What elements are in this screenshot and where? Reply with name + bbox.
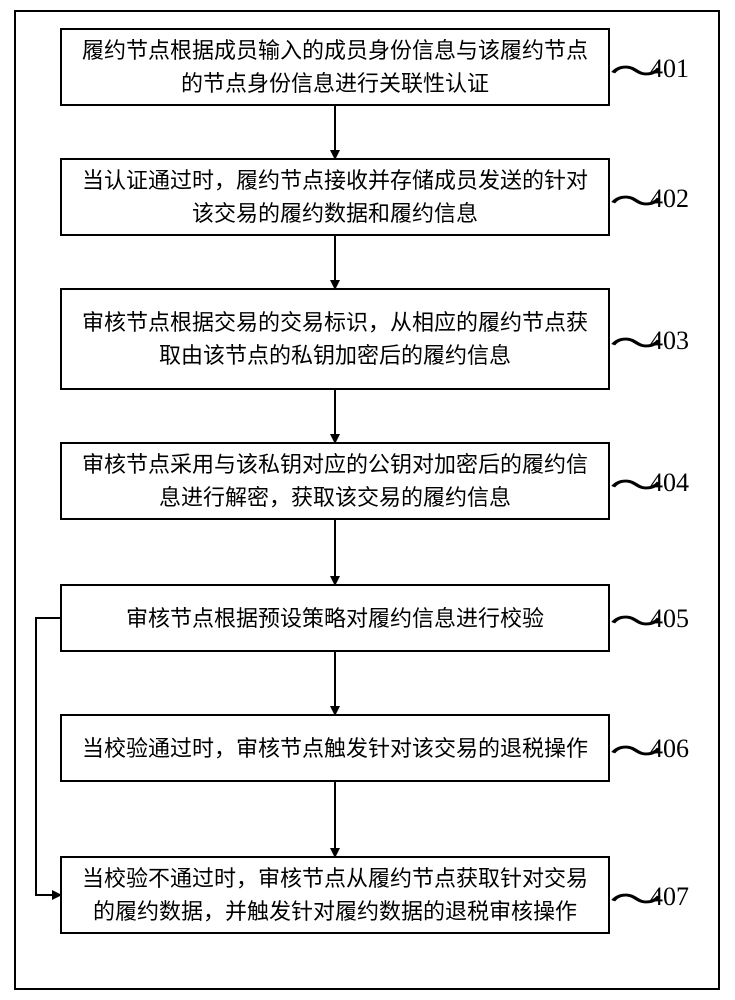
flowchart-node: 当校验通过时，审核节点触发针对该交易的退税操作	[60, 714, 610, 782]
flowchart-node-label: 402	[650, 184, 689, 214]
flowchart-node-text: 当认证通过时，履约节点接收并存储成员发送的针对该交易的履约数据和履约信息	[80, 164, 590, 230]
flowchart-node-label: 404	[650, 468, 689, 498]
flowchart-node: 履约节点根据成员输入的成员身份信息与该履约节点的节点身份信息进行关联性认证	[60, 28, 610, 106]
flowchart-node-label: 405	[650, 604, 689, 634]
flowchart-node-label: 407	[650, 882, 689, 912]
flowchart-node-label: 406	[650, 734, 689, 764]
flowchart-node-text: 审核节点采用与该私钥对应的公钥对加密后的履约信息进行解密，获取该交易的履约信息	[80, 448, 590, 514]
flowchart-node-label: 401	[650, 54, 689, 84]
flowchart-node-label: 403	[650, 326, 689, 356]
flowchart-node-text: 审核节点根据预设策略对履约信息进行校验	[126, 602, 544, 635]
flowchart-node: 审核节点根据交易的交易标识，从相应的履约节点获取由该节点的私钥加密后的履约信息	[60, 288, 610, 390]
flowchart-node: 审核节点采用与该私钥对应的公钥对加密后的履约信息进行解密，获取该交易的履约信息	[60, 442, 610, 520]
flowchart-node-text: 审核节点根据交易的交易标识，从相应的履约节点获取由该节点的私钥加密后的履约信息	[80, 306, 590, 372]
flowchart-node: 当校验不通过时，审核节点从履约节点获取针对交易的履约数据，并触发针对履约数据的退…	[60, 856, 610, 934]
flowchart-node-text: 当校验通过时，审核节点触发针对该交易的退税操作	[82, 732, 588, 765]
flowchart-canvas: 履约节点根据成员输入的成员身份信息与该履约节点的节点身份信息进行关联性认证〜40…	[0, 0, 735, 1000]
flowchart-node-text: 当校验不通过时，审核节点从履约节点获取针对交易的履约数据，并触发针对履约数据的退…	[80, 862, 590, 928]
flowchart-node-text: 履约节点根据成员输入的成员身份信息与该履约节点的节点身份信息进行关联性认证	[80, 34, 590, 100]
flowchart-node: 当认证通过时，履约节点接收并存储成员发送的针对该交易的履约数据和履约信息	[60, 158, 610, 236]
flowchart-node: 审核节点根据预设策略对履约信息进行校验	[60, 584, 610, 652]
